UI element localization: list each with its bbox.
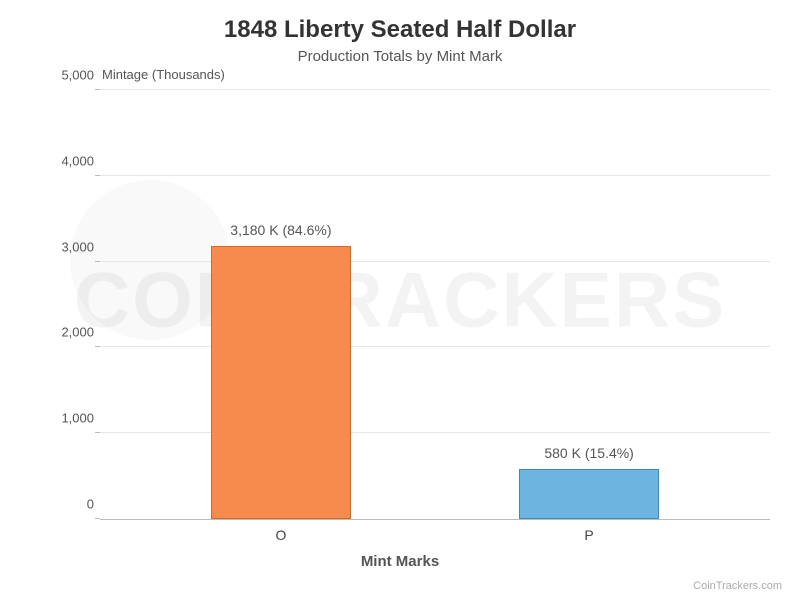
- ytick-label: 1,000: [50, 411, 94, 426]
- chart-title: 1848 Liberty Seated Half Dollar: [0, 16, 800, 44]
- xtick-P: P: [584, 527, 593, 543]
- bar-P: [519, 469, 660, 519]
- ytick-mark: [95, 432, 100, 433]
- ytick-label: 2,000: [50, 325, 94, 340]
- gridline: [100, 432, 770, 433]
- ytick-mark: [95, 261, 100, 262]
- chart-subtitle: Production Totals by Mint Mark: [0, 48, 800, 65]
- gridline: [100, 261, 770, 262]
- plot-area: 01,0002,0003,0004,0005,0003,180 K (84.6%…: [100, 90, 770, 520]
- gridline: [100, 175, 770, 176]
- ytick-label: 3,000: [50, 239, 94, 254]
- y-axis-label: Mintage (Thousands): [102, 67, 225, 82]
- bar-label-O: 3,180 K (84.6%): [230, 222, 331, 238]
- chart-container: COINTRACKERS 1848 Liberty Seated Half Do…: [0, 0, 800, 600]
- x-axis-label: Mint Marks: [0, 553, 800, 570]
- bar-O: [211, 246, 352, 519]
- ytick-mark: [95, 518, 100, 519]
- gridline: [100, 346, 770, 347]
- ytick-mark: [95, 175, 100, 176]
- ytick-mark: [95, 346, 100, 347]
- gridline: [100, 89, 770, 90]
- credit-text: CoinTrackers.com: [693, 580, 782, 592]
- ytick-label: 0: [50, 497, 94, 512]
- ytick-label: 5,000: [50, 68, 94, 83]
- ytick-mark: [95, 89, 100, 90]
- ytick-label: 4,000: [50, 153, 94, 168]
- xtick-O: O: [275, 527, 286, 543]
- bar-label-P: 580 K (15.4%): [544, 445, 634, 461]
